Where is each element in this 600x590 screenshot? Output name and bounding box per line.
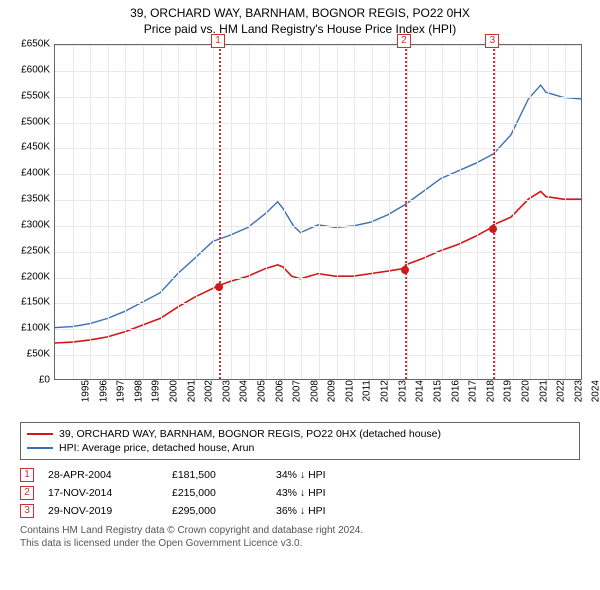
y-tick-label: £400K: [0, 168, 50, 179]
gridline-h: [55, 148, 581, 149]
marker-box: 2: [397, 34, 411, 48]
gridline-v: [161, 45, 162, 379]
gridline-v: [548, 45, 549, 379]
gridline-h: [55, 123, 581, 124]
gridline-v: [460, 45, 461, 379]
sales-price: £295,000: [172, 505, 262, 517]
gridline-v: [249, 45, 250, 379]
sales-delta: 34% ↓ HPI: [276, 469, 366, 481]
gridline-v: [90, 45, 91, 379]
legend: 39, ORCHARD WAY, BARNHAM, BOGNOR REGIS, …: [20, 422, 580, 460]
gridline-v: [143, 45, 144, 379]
legend-row: HPI: Average price, detached house, Arun: [27, 441, 573, 455]
gridline-h: [55, 45, 581, 46]
gridline-v: [178, 45, 179, 379]
marker-box: 1: [211, 34, 225, 48]
sales-date: 29-NOV-2019: [48, 505, 158, 517]
legend-label: 39, ORCHARD WAY, BARNHAM, BOGNOR REGIS, …: [59, 428, 441, 440]
y-tick-label: £600K: [0, 64, 50, 75]
chart: £0£50K£100K£150K£200K£250K£300K£350K£400…: [10, 40, 590, 418]
gridline-h: [55, 97, 581, 98]
gridline-v: [266, 45, 267, 379]
sales-table: 1 28-APR-2004 £181,500 34% ↓ HPI 2 17-NOV-201…: [20, 466, 580, 520]
legend-row: 39, ORCHARD WAY, BARNHAM, BOGNOR REGIS, …: [27, 427, 573, 441]
gridline-v: [196, 45, 197, 379]
gridline-v: [301, 45, 302, 379]
gridline-v: [425, 45, 426, 379]
gridline-v: [372, 45, 373, 379]
sales-row: 1 28-APR-2004 £181,500 34% ↓ HPI: [20, 466, 580, 484]
gridline-v: [108, 45, 109, 379]
gridline-v: [389, 45, 390, 379]
footer-line2: This data is licensed under the Open Gov…: [20, 537, 580, 550]
gridline-v: [337, 45, 338, 379]
gridline-h: [55, 303, 581, 304]
gridline-v: [477, 45, 478, 379]
marker-vline: [219, 45, 221, 379]
series-hpi: [55, 85, 581, 328]
sales-date: 28-APR-2004: [48, 469, 158, 481]
gridline-v: [125, 45, 126, 379]
legend-label: HPI: Average price, detached house, Arun: [59, 442, 254, 454]
gridline-h: [55, 278, 581, 279]
x-tick-label: 2024: [591, 380, 600, 402]
gridline-v: [73, 45, 74, 379]
gridline-h: [55, 226, 581, 227]
gridline-h: [55, 252, 581, 253]
y-tick-label: £350K: [0, 194, 50, 205]
y-tick-label: £150K: [0, 297, 50, 308]
sales-marker: 3: [20, 504, 34, 518]
gridline-v: [213, 45, 214, 379]
y-tick-label: £300K: [0, 219, 50, 230]
gridline-v: [565, 45, 566, 379]
footer: Contains HM Land Registry data © Crown c…: [20, 524, 580, 550]
sales-delta: 36% ↓ HPI: [276, 505, 366, 517]
legend-swatch: [27, 447, 53, 449]
gridline-h: [55, 329, 581, 330]
y-tick-label: £0: [0, 375, 50, 386]
gridline-v: [530, 45, 531, 379]
gridline-v: [513, 45, 514, 379]
title-line2: Price paid vs. HM Land Registry's House …: [10, 22, 590, 36]
gridline-h: [55, 174, 581, 175]
gridline-v: [284, 45, 285, 379]
marker-box: 3: [485, 34, 499, 48]
gridline-v: [442, 45, 443, 379]
y-tick-label: £650K: [0, 39, 50, 50]
y-tick-label: £550K: [0, 90, 50, 101]
sales-price: £181,500: [172, 469, 262, 481]
sales-marker: 1: [20, 468, 34, 482]
gridline-h: [55, 200, 581, 201]
marker-dot: [489, 225, 497, 233]
sales-date: 17-NOV-2014: [48, 487, 158, 499]
gridline-h: [55, 71, 581, 72]
y-tick-label: £450K: [0, 142, 50, 153]
marker-vline: [405, 45, 407, 379]
gridline-v: [354, 45, 355, 379]
y-tick-label: £500K: [0, 116, 50, 127]
gridline-v: [407, 45, 408, 379]
y-tick-label: £100K: [0, 323, 50, 334]
sales-row: 3 29-NOV-2019 £295,000 36% ↓ HPI: [20, 502, 580, 520]
marker-dot: [215, 283, 223, 291]
plot-area: [54, 44, 582, 380]
y-tick-label: £200K: [0, 271, 50, 282]
sales-delta: 43% ↓ HPI: [276, 487, 366, 499]
sales-row: 2 17-NOV-2014 £215,000 43% ↓ HPI: [20, 484, 580, 502]
series-price_paid: [55, 191, 581, 343]
legend-swatch: [27, 433, 53, 435]
sales-marker: 2: [20, 486, 34, 500]
title-line1: 39, ORCHARD WAY, BARNHAM, BOGNOR REGIS, …: [10, 6, 590, 20]
sales-price: £215,000: [172, 487, 262, 499]
footer-line1: Contains HM Land Registry data © Crown c…: [20, 524, 580, 537]
chart-title: 39, ORCHARD WAY, BARNHAM, BOGNOR REGIS, …: [0, 0, 600, 40]
marker-vline: [493, 45, 495, 379]
gridline-h: [55, 355, 581, 356]
y-tick-label: £50K: [0, 349, 50, 360]
y-tick-label: £250K: [0, 245, 50, 256]
gridline-v: [231, 45, 232, 379]
gridline-v: [319, 45, 320, 379]
marker-dot: [401, 266, 409, 274]
